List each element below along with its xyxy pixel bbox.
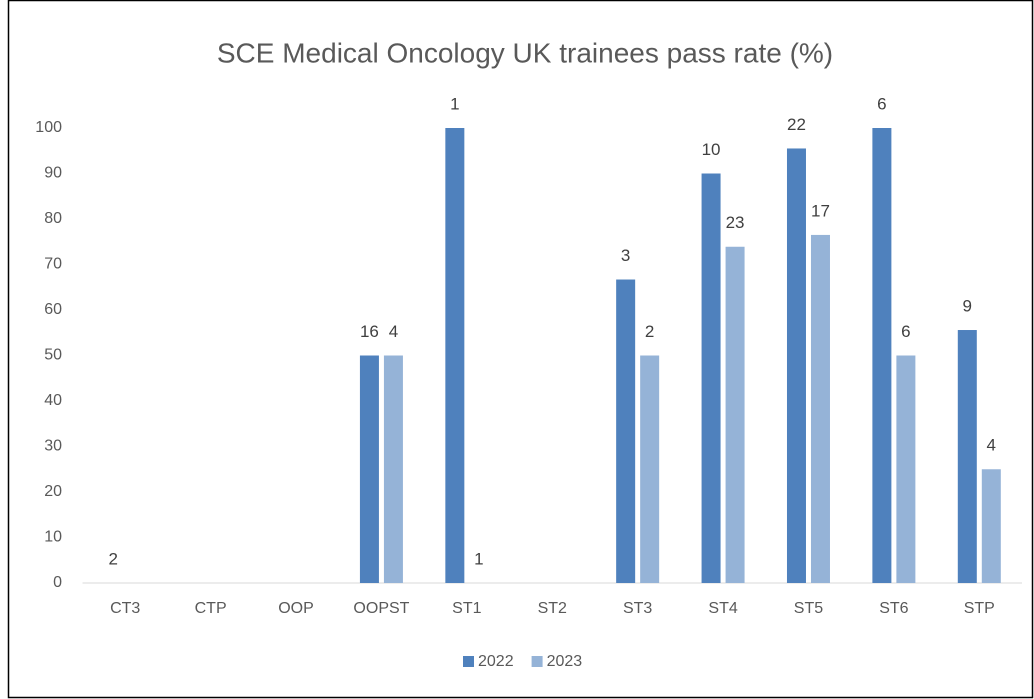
bar	[981, 469, 1001, 583]
bar	[383, 355, 403, 583]
y-tick-label: 0	[53, 574, 62, 591]
y-tick-label: 40	[44, 392, 62, 409]
data-label: 6	[877, 94, 886, 113]
y-tick-label: 100	[35, 119, 62, 136]
chart-title: SCE Medical Oncology UK trainees pass ra…	[217, 37, 833, 68]
x-tick-label: STP	[964, 600, 995, 617]
y-tick-label: 20	[44, 483, 62, 500]
x-tick-label: OOPST	[353, 600, 409, 617]
y-tick-label: 70	[44, 256, 62, 273]
bar	[872, 128, 892, 583]
data-label: 4	[389, 322, 398, 341]
bar	[896, 355, 916, 583]
x-tick-label: ST1	[452, 600, 481, 617]
bar	[616, 279, 636, 583]
legend-swatch	[463, 656, 474, 667]
data-label: 6	[901, 322, 910, 341]
x-tick-label: CTP	[195, 600, 227, 617]
data-label: 2	[645, 322, 654, 341]
data-label: 2	[108, 549, 117, 568]
x-tick-label: ST5	[794, 600, 823, 617]
x-tick-label: ST6	[879, 600, 908, 617]
bar	[786, 148, 806, 583]
data-label: 4	[987, 436, 996, 455]
bar	[725, 246, 745, 583]
legend-label: 2022	[478, 653, 514, 670]
bar	[957, 330, 977, 583]
data-label: 17	[811, 201, 830, 220]
bar	[445, 128, 465, 583]
y-tick-label: 80	[44, 210, 62, 227]
x-tick-label: ST3	[623, 600, 652, 617]
y-tick-label: 10	[44, 529, 62, 546]
y-tick-label: 30	[44, 438, 62, 455]
x-tick-label: ST4	[708, 600, 737, 617]
bar	[810, 234, 830, 584]
bar	[701, 173, 721, 583]
x-tick-label: ST2	[538, 600, 567, 617]
data-label: 1	[450, 94, 459, 113]
chart-frame	[7, 0, 1034, 699]
legend-label: 2023	[547, 653, 583, 670]
data-label: 23	[726, 213, 745, 232]
legend-swatch	[531, 656, 543, 667]
y-tick-label: 60	[44, 301, 62, 318]
bar	[640, 355, 660, 583]
data-label: 3	[621, 246, 630, 265]
data-label: 9	[963, 297, 972, 316]
x-tick-label: OOP	[278, 600, 314, 617]
data-label: 1	[474, 549, 483, 568]
x-tick-label: CT3	[110, 600, 140, 617]
y-tick-label: 90	[44, 165, 62, 182]
y-tick-label: 50	[44, 347, 62, 364]
data-label: 10	[702, 140, 721, 159]
data-label: 22	[787, 115, 806, 134]
bar	[359, 355, 379, 583]
data-label: 16	[360, 322, 379, 341]
